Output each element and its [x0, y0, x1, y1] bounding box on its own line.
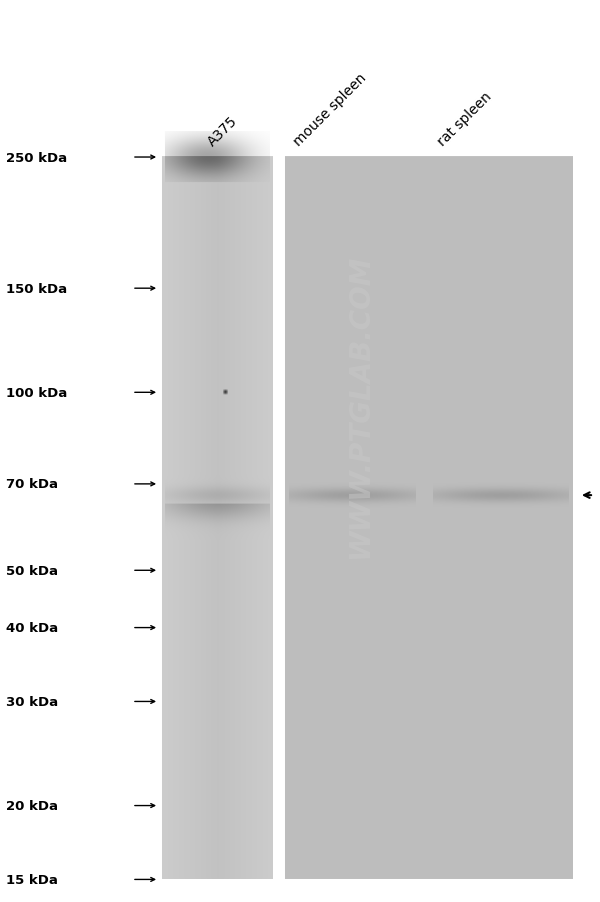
Text: rat spleen: rat spleen [435, 89, 494, 149]
Text: WWW.PTGLAB.COM: WWW.PTGLAB.COM [346, 253, 374, 558]
Text: 20 kDa: 20 kDa [6, 799, 58, 812]
Text: A375: A375 [206, 114, 241, 149]
Text: mouse spleen: mouse spleen [291, 71, 369, 149]
Text: 150 kDa: 150 kDa [6, 282, 67, 295]
Text: 40 kDa: 40 kDa [6, 621, 58, 634]
Text: 70 kDa: 70 kDa [6, 478, 58, 491]
Text: 15 kDa: 15 kDa [6, 873, 58, 886]
Text: 50 kDa: 50 kDa [6, 564, 58, 577]
Text: 250 kDa: 250 kDa [6, 152, 67, 164]
Text: 100 kDa: 100 kDa [6, 386, 67, 400]
Text: 30 kDa: 30 kDa [6, 695, 58, 708]
